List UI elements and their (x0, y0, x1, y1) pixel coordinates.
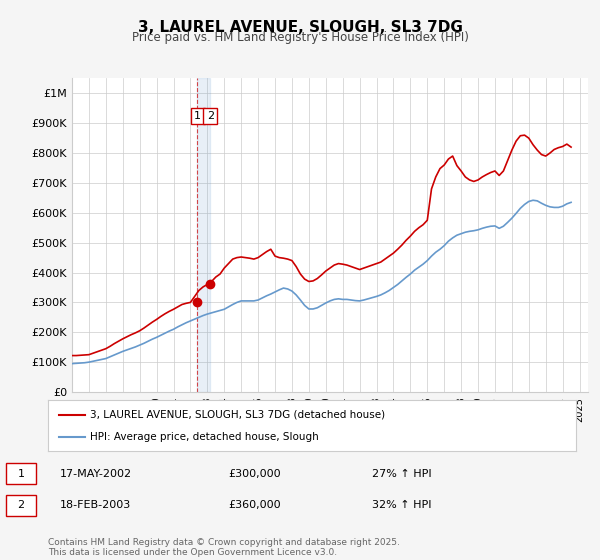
FancyBboxPatch shape (6, 495, 36, 516)
Text: £360,000: £360,000 (228, 501, 281, 510)
Text: Price paid vs. HM Land Registry's House Price Index (HPI): Price paid vs. HM Land Registry's House … (131, 31, 469, 44)
Text: 1: 1 (194, 111, 201, 121)
Text: 18-FEB-2003: 18-FEB-2003 (60, 501, 131, 510)
Text: 2: 2 (17, 501, 25, 510)
Text: Contains HM Land Registry data © Crown copyright and database right 2025.
This d: Contains HM Land Registry data © Crown c… (48, 538, 400, 557)
Text: 32% ↑ HPI: 32% ↑ HPI (372, 501, 431, 510)
Text: 3, LAUREL AVENUE, SLOUGH, SL3 7DG: 3, LAUREL AVENUE, SLOUGH, SL3 7DG (137, 20, 463, 35)
Text: 1: 1 (17, 469, 25, 479)
Text: £300,000: £300,000 (228, 469, 281, 479)
Text: 2: 2 (207, 111, 214, 121)
FancyBboxPatch shape (6, 464, 36, 484)
Bar (197, 78, 209, 392)
Text: 3, LAUREL AVENUE, SLOUGH, SL3 7DG (detached house): 3, LAUREL AVENUE, SLOUGH, SL3 7DG (detac… (90, 409, 385, 419)
Text: 17-MAY-2002: 17-MAY-2002 (60, 469, 132, 479)
Text: HPI: Average price, detached house, Slough: HPI: Average price, detached house, Slou… (90, 432, 319, 442)
Text: 27% ↑ HPI: 27% ↑ HPI (372, 469, 431, 479)
